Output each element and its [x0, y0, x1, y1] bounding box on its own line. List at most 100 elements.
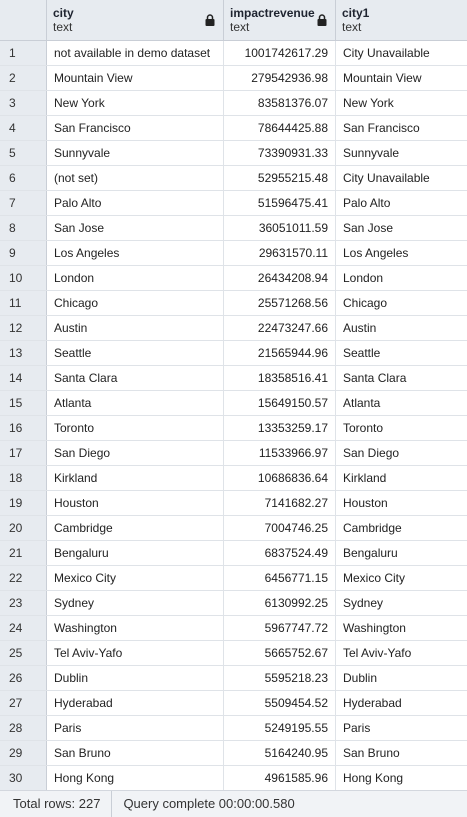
- cell-city[interactable]: Santa Clara: [47, 366, 224, 390]
- cell-city[interactable]: Sunnyvale: [47, 141, 224, 165]
- cell-impactrevenue[interactable]: 15649150.57: [224, 391, 336, 415]
- table-row[interactable]: 15 Atlanta 15649150.57 Atlanta: [0, 391, 467, 416]
- cell-impactrevenue[interactable]: 7004746.25: [224, 516, 336, 540]
- cell-city[interactable]: Austin: [47, 316, 224, 340]
- cell-city[interactable]: Chicago: [47, 291, 224, 315]
- cell-impactrevenue[interactable]: 22473247.66: [224, 316, 336, 340]
- cell-impactrevenue[interactable]: 10686836.64: [224, 466, 336, 490]
- row-number[interactable]: 8: [0, 216, 47, 240]
- table-row[interactable]: 28 Paris 5249195.55 Paris: [0, 716, 467, 741]
- row-number[interactable]: 6: [0, 166, 47, 190]
- table-row[interactable]: 20 Cambridge 7004746.25 Cambridge: [0, 516, 467, 541]
- row-number[interactable]: 14: [0, 366, 47, 390]
- cell-city1[interactable]: San Diego: [343, 446, 400, 460]
- cell-city[interactable]: Kirkland: [47, 466, 224, 490]
- cell-city[interactable]: Sydney: [47, 591, 224, 615]
- row-number[interactable]: 5: [0, 141, 47, 165]
- cell-city1[interactable]: Houston: [343, 496, 388, 510]
- cell-city[interactable]: Tel Aviv-Yafo: [47, 641, 224, 665]
- table-row[interactable]: 5 Sunnyvale 73390931.33 Sunnyvale: [0, 141, 467, 166]
- table-row[interactable]: 2 Mountain View 279542936.98 Mountain View: [0, 66, 467, 91]
- cell-impactrevenue[interactable]: 36051011.59: [224, 216, 336, 240]
- cell-city1[interactable]: Toronto: [343, 421, 384, 435]
- table-row[interactable]: 12 Austin 22473247.66 Austin: [0, 316, 467, 341]
- cell-city1[interactable]: City Unavailable: [343, 171, 430, 185]
- row-number[interactable]: 17: [0, 441, 47, 465]
- cell-city[interactable]: Cambridge: [47, 516, 224, 540]
- row-number[interactable]: 30: [0, 766, 47, 790]
- cell-city1[interactable]: Hyderabad: [343, 696, 402, 710]
- cell-impactrevenue[interactable]: 6837524.49: [224, 541, 336, 565]
- row-number[interactable]: 2: [0, 66, 47, 90]
- table-row[interactable]: 29 San Bruno 5164240.95 San Bruno: [0, 741, 467, 766]
- table-row[interactable]: 10 London 26434208.94 London: [0, 266, 467, 291]
- row-number[interactable]: 15: [0, 391, 47, 415]
- row-number[interactable]: 10: [0, 266, 47, 290]
- cell-city[interactable]: San Diego: [47, 441, 224, 465]
- cell-impactrevenue[interactable]: 51596475.41: [224, 191, 336, 215]
- table-row[interactable]: 17 San Diego 11533966.97 San Diego: [0, 441, 467, 466]
- cell-impactrevenue[interactable]: 73390931.33: [224, 141, 336, 165]
- cell-city[interactable]: London: [47, 266, 224, 290]
- row-number[interactable]: 1: [0, 41, 47, 65]
- table-row[interactable]: 8 San Jose 36051011.59 San Jose: [0, 216, 467, 241]
- table-row[interactable]: 19 Houston 7141682.27 Houston: [0, 491, 467, 516]
- table-row[interactable]: 23 Sydney 6130992.25 Sydney: [0, 591, 467, 616]
- cell-city[interactable]: Toronto: [47, 416, 224, 440]
- cell-city1[interactable]: San Jose: [343, 221, 394, 235]
- cell-impactrevenue[interactable]: 13353259.17: [224, 416, 336, 440]
- cell-city1[interactable]: Mexico City: [343, 571, 406, 585]
- row-number[interactable]: 25: [0, 641, 47, 665]
- cell-city[interactable]: San Bruno: [47, 741, 224, 765]
- cell-city1[interactable]: London: [343, 271, 384, 285]
- cell-impactrevenue[interactable]: 52955215.48: [224, 166, 336, 190]
- row-number[interactable]: 3: [0, 91, 47, 115]
- cell-city1[interactable]: Sunnyvale: [343, 146, 400, 160]
- row-number[interactable]: 16: [0, 416, 47, 440]
- table-row[interactable]: 1 not available in demo dataset 1001742617…: [0, 41, 467, 66]
- table-row[interactable]: 7 Palo Alto 51596475.41 Palo Alto: [0, 191, 467, 216]
- column-header-city1[interactable]: city1 text: [336, 0, 467, 40]
- table-row[interactable]: 27 Hyderabad 5509454.52 Hyderabad: [0, 691, 467, 716]
- table-row[interactable]: 30 Hong Kong 4961585.96 Hong Kong: [0, 766, 467, 791]
- cell-city[interactable]: Hyderabad: [47, 691, 224, 715]
- cell-impactrevenue[interactable]: 5249195.55: [224, 716, 336, 740]
- cell-city[interactable]: New York: [47, 91, 224, 115]
- row-number[interactable]: 23: [0, 591, 47, 615]
- cell-city1[interactable]: Austin: [343, 321, 377, 335]
- cell-impactrevenue[interactable]: 279542936.98: [224, 66, 336, 90]
- cell-city[interactable]: San Francisco: [47, 116, 224, 140]
- cell-city[interactable]: Paris: [47, 716, 224, 740]
- cell-impactrevenue[interactable]: 5164240.95: [224, 741, 336, 765]
- cell-city[interactable]: San Jose: [47, 216, 224, 240]
- row-number[interactable]: 26: [0, 666, 47, 690]
- cell-city1[interactable]: City Unavailable: [343, 46, 430, 60]
- cell-city[interactable]: Seattle: [47, 341, 224, 365]
- cell-impactrevenue[interactable]: 26434208.94: [224, 266, 336, 290]
- row-number[interactable]: 24: [0, 616, 47, 640]
- cell-city1[interactable]: Tel Aviv-Yafo: [343, 646, 412, 660]
- row-number[interactable]: 29: [0, 741, 47, 765]
- cell-impactrevenue[interactable]: 7141682.27: [224, 491, 336, 515]
- table-row[interactable]: 22 Mexico City 6456771.15 Mexico City: [0, 566, 467, 591]
- cell-city1[interactable]: Cambridge: [343, 521, 402, 535]
- cell-city1[interactable]: Atlanta: [343, 396, 381, 410]
- table-row[interactable]: 11 Chicago 25571268.56 Chicago: [0, 291, 467, 316]
- row-number[interactable]: 19: [0, 491, 47, 515]
- row-number[interactable]: 11: [0, 291, 47, 315]
- table-row[interactable]: 16 Toronto 13353259.17 Toronto: [0, 416, 467, 441]
- cell-city1[interactable]: Paris: [343, 721, 371, 735]
- cell-impactrevenue[interactable]: 21565944.96: [224, 341, 336, 365]
- column-header-impactrevenue[interactable]: impactrevenue text: [224, 0, 336, 40]
- row-number[interactable]: 12: [0, 316, 47, 340]
- table-row[interactable]: 25 Tel Aviv-Yafo 5665752.67 Tel Aviv-Yafo: [0, 641, 467, 666]
- cell-city1[interactable]: San Bruno: [343, 746, 400, 760]
- cell-city[interactable]: Bengaluru: [47, 541, 224, 565]
- cell-city1[interactable]: Kirkland: [343, 471, 387, 485]
- cell-city1[interactable]: Seattle: [343, 346, 381, 360]
- table-row[interactable]: 3 New York 83581376.07 New York: [0, 91, 467, 116]
- cell-impactrevenue[interactable]: 25571268.56: [224, 291, 336, 315]
- cell-city[interactable]: Palo Alto: [47, 191, 224, 215]
- table-row[interactable]: 6 (not set) 52955215.48 City Unavailable: [0, 166, 467, 191]
- row-number[interactable]: 9: [0, 241, 47, 265]
